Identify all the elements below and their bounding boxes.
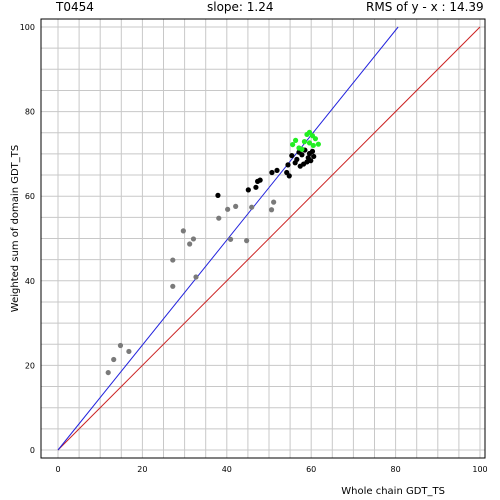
data-points: [105, 129, 321, 376]
y-tick-label: 100: [20, 23, 35, 32]
data-point: [215, 192, 221, 198]
data-point: [311, 153, 317, 160]
data-point: [289, 152, 295, 159]
data-point: [310, 142, 316, 149]
data-point: [233, 203, 239, 209]
data-point: [245, 187, 251, 193]
data-point: [308, 158, 314, 164]
x-tick-label: 20: [137, 465, 147, 474]
data-point: [257, 177, 263, 183]
reference-line-y-x: [57, 26, 481, 451]
data-point: [294, 156, 300, 162]
data-point: [190, 236, 197, 242]
x-tick-label: 0: [55, 465, 60, 474]
x-tick-label: 60: [306, 465, 316, 474]
y-tick-label: 0: [30, 446, 35, 455]
plot-frame: [40, 18, 486, 459]
y-axis-label: Weighted sum of domain GDT_TS: [10, 145, 21, 312]
data-point: [249, 204, 255, 210]
data-point: [301, 139, 308, 145]
reference-line-fit: [57, 26, 399, 451]
data-point: [170, 283, 176, 289]
plot-grid: [41, 19, 485, 458]
data-point: [170, 257, 176, 263]
y-tick-label: 60: [25, 192, 35, 201]
data-point: [299, 152, 305, 158]
data-point: [193, 274, 199, 280]
axis-ticks: 0 20 40 60 80 100 0 20 40 60 80 100: [20, 23, 488, 474]
data-point: [271, 199, 277, 205]
x-tick-label: 40: [222, 465, 232, 474]
data-point: [299, 146, 305, 152]
x-tick-label: 100: [472, 465, 487, 474]
x-tick-label: 80: [391, 465, 401, 474]
data-point: [187, 241, 193, 247]
data-point: [117, 342, 124, 349]
data-point: [111, 356, 117, 363]
data-point: [244, 238, 250, 244]
reference-lines: [57, 26, 481, 451]
data-point: [180, 228, 186, 234]
data-point: [274, 167, 280, 173]
data-point: [285, 162, 291, 168]
data-point: [268, 207, 275, 213]
chart-slope-label: slope: 1.24: [207, 0, 274, 14]
y-tick-label: 40: [25, 277, 35, 286]
data-point: [286, 173, 292, 179]
data-point: [105, 369, 111, 376]
chart-target-id: T0454: [56, 0, 94, 14]
data-point: [290, 141, 296, 148]
y-tick-label: 80: [25, 108, 35, 117]
chart-rms-label: RMS of y - x : 14.39: [366, 0, 484, 14]
data-point: [227, 236, 234, 242]
x-axis-label: Whole chain GDT_TS: [341, 486, 445, 497]
data-point: [306, 129, 313, 135]
data-point: [225, 206, 231, 212]
data-point: [269, 169, 275, 176]
data-point: [253, 184, 259, 190]
y-tick-label: 20: [25, 361, 35, 370]
data-point: [309, 148, 316, 154]
data-point: [312, 136, 319, 142]
data-point: [306, 140, 313, 146]
data-point: [216, 215, 222, 221]
data-point: [126, 348, 132, 355]
data-point: [315, 141, 321, 147]
data-point: [292, 137, 299, 143]
